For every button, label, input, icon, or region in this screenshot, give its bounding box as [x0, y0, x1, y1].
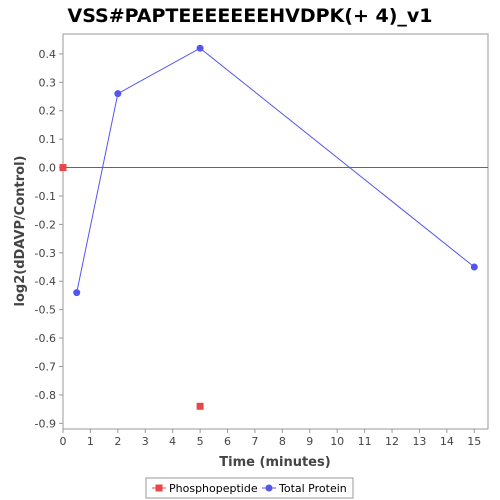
x-axis: 0 1 2 3 4 5 6 7 8 9 10 11 12 13 14 15: [60, 429, 481, 448]
y-tick-label: 0.1: [39, 133, 57, 146]
y-tick-label: 0.3: [39, 76, 57, 89]
legend-total-protein-marker: [265, 484, 273, 492]
total-protein-point: [114, 90, 122, 98]
x-tick-label: 8: [279, 435, 286, 448]
total-protein-point: [196, 44, 204, 52]
total-protein-point: [470, 263, 478, 271]
x-tick-label: 4: [169, 435, 176, 448]
phosphopeptide-point: [196, 402, 204, 410]
x-tick-label: 11: [358, 435, 372, 448]
chart-title: VSS#PAPTEEEEEEEHVDPK(+ 4)_v1: [67, 5, 432, 27]
legend-phosphopeptide-marker: [155, 484, 163, 492]
y-tick-label: -0.3: [35, 247, 56, 260]
total-protein-point: [73, 289, 81, 297]
y-tick-label: -0.6: [35, 332, 56, 345]
x-tick-label: 6: [224, 435, 231, 448]
x-tick-label: 5: [197, 435, 204, 448]
x-tick-label: 2: [114, 435, 121, 448]
y-tick-label: -0.7: [35, 360, 56, 373]
x-tick-label: 7: [251, 435, 258, 448]
phosphopeptide-point: [59, 164, 67, 172]
series-layer: [59, 44, 478, 410]
x-tick-label: 10: [330, 435, 344, 448]
y-tick-label: -0.9: [35, 417, 56, 430]
y-tick-label: -0.4: [35, 275, 56, 288]
x-tick-label: 0: [60, 435, 67, 448]
y-tick-label: -0.2: [35, 218, 56, 231]
legend-total-protein-label: Total Protein: [278, 482, 347, 495]
y-tick-label: -0.8: [35, 389, 56, 402]
x-tick-label: 1: [87, 435, 94, 448]
plot-area: [62, 33, 489, 430]
y-tick-label: 0.4: [39, 48, 57, 61]
x-tick-label: 3: [142, 435, 149, 448]
x-tick-label: 9: [306, 435, 313, 448]
y-tick-label: 0.2: [39, 105, 57, 118]
y-axis-label: log2(dDAVP/Control): [13, 156, 28, 307]
x-axis-label: Time (minutes): [219, 455, 330, 470]
total-protein-line: [76, 47, 475, 293]
legend-phosphopeptide-label: Phosphopeptide: [169, 482, 258, 495]
y-tick-label: -0.1: [35, 190, 56, 203]
x-tick-label: 15: [467, 435, 481, 448]
y-tick-label: -0.5: [35, 304, 56, 317]
y-tick-label: 0.0: [39, 162, 57, 175]
x-tick-label: 12: [385, 435, 399, 448]
x-tick-label: 14: [440, 435, 454, 448]
x-tick-label: 13: [412, 435, 426, 448]
legend: Phosphopeptide Total Protein: [145, 477, 354, 499]
y-axis: 0.4 0.3 0.2 0.1 0.0 -0.1 -0.2 -0.3 -0.4 -0.5 -0.6 -…: [35, 48, 63, 430]
legend-box: [145, 477, 354, 499]
